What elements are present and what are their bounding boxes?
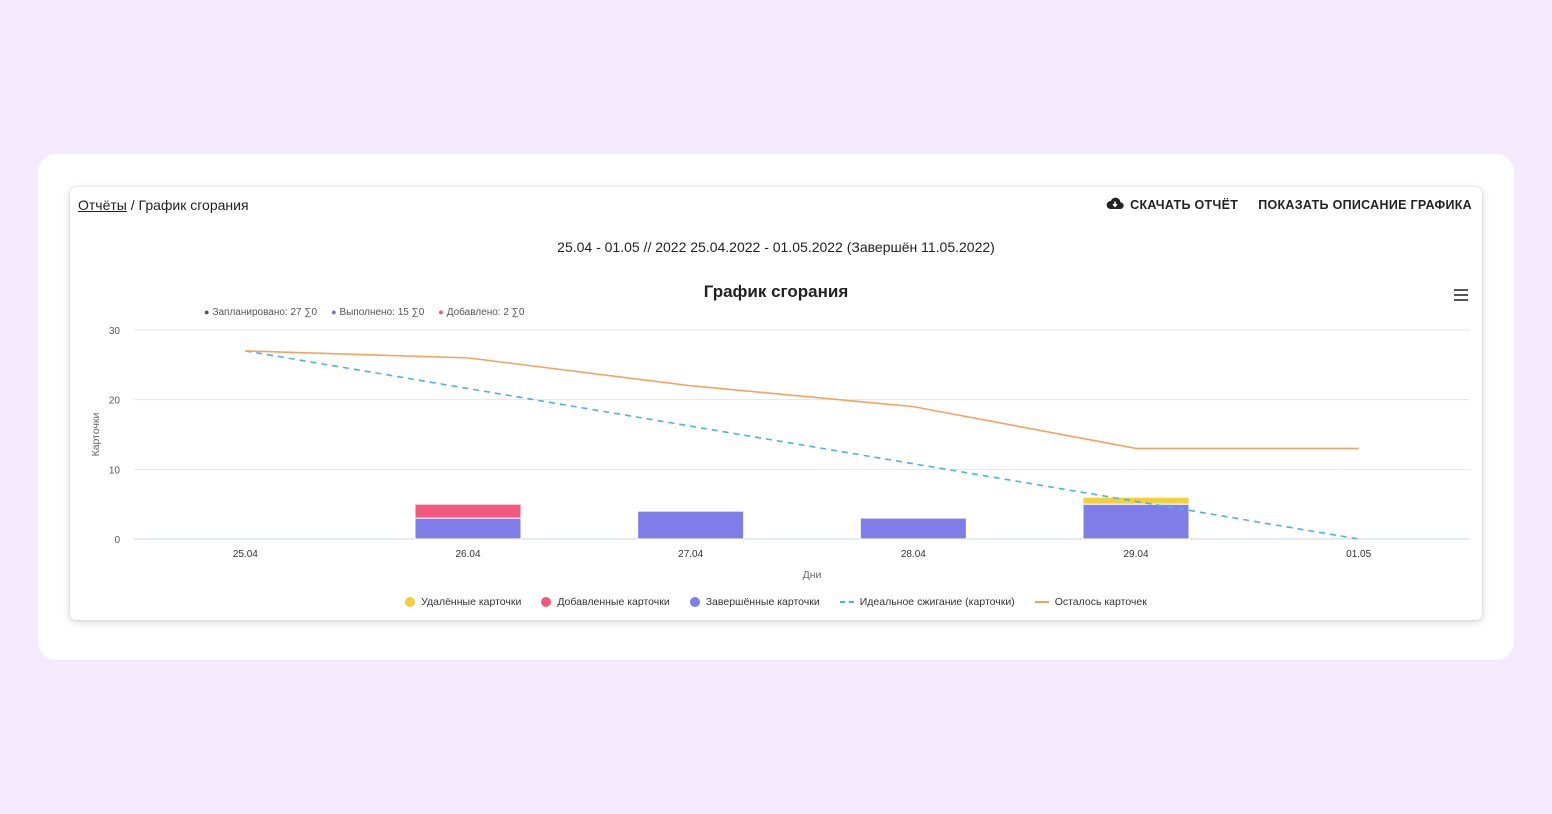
y-tick-label: 0: [114, 535, 120, 546]
x-tick-label: 01.05: [1346, 549, 1371, 560]
x-tick-label: 26.04: [455, 549, 480, 560]
show-chart-description-button[interactable]: ПОКАЗАТЬ ОПИСАНИЕ ГРАФИКА: [1258, 198, 1472, 212]
legend-item-added[interactable]: Добавленные карточки: [541, 596, 670, 608]
bar-added: [414, 503, 522, 519]
x-tick-label: 27.04: [678, 549, 703, 560]
breadcrumb-current: График сгорания: [138, 197, 249, 213]
hamburger-menu-icon[interactable]: [1454, 288, 1468, 301]
summary-added-dot: ●: [438, 307, 444, 317]
chart-legend: Удалённые карточки Добавленные карточки …: [70, 596, 1482, 608]
legend-marker-ideal: [839, 601, 854, 603]
ideal-burn-line: [245, 350, 1359, 540]
summary-planned-text: Запланировано: 27 ∑0: [212, 307, 318, 318]
legend-label-deleted: Удалённые карточки: [421, 596, 522, 608]
summary-done-text: Выполнено: 15 ∑0: [339, 307, 425, 318]
legend-item-completed[interactable]: Завершённые карточки: [689, 596, 820, 608]
legend-item-deleted[interactable]: Удалённые карточки: [405, 596, 521, 608]
legend-item-ideal[interactable]: Идеальное сжигание (карточки): [839, 596, 1015, 608]
summary-planned: ● Запланировано: 27 ∑0: [204, 307, 317, 318]
summary-planned-dot: ●: [204, 307, 210, 317]
y-tick-label: 20: [109, 396, 121, 407]
breadcrumb: Отчёты / График сгорания: [78, 197, 249, 213]
summary-stats: ● Запланировано: 27 ∑0 ● Выполнено: 15 ∑0 …: [204, 307, 524, 318]
summary-done: ● Выполнено: 15 ∑0: [331, 307, 424, 318]
x-tick-label: 28.04: [901, 549, 926, 560]
download-report-button[interactable]: СКАЧАТЬ ОТЧЁТ: [1106, 197, 1238, 213]
x-tick-label: 29.04: [1123, 549, 1148, 560]
y-tick-label: 30: [109, 326, 121, 337]
bar-completed: [1082, 503, 1190, 540]
period-label: 25.04 - 01.05 // 2022 25.04.2022 - 01.05…: [557, 239, 995, 255]
legend-marker-deleted: [405, 597, 416, 607]
summary-added-text: Добавлено: 2 ∑0: [446, 307, 525, 318]
header-actions: СКАЧАТЬ ОТЧЁТ ПОКАЗАТЬ ОПИСАНИЕ ГРАФИКА: [1106, 197, 1472, 213]
y-axis-title: Карточки: [90, 412, 102, 456]
breadcrumb-separator: /: [126, 197, 139, 213]
legend-label-added: Добавленные карточки: [557, 596, 670, 608]
breadcrumb-reports-link[interactable]: Отчёты: [78, 197, 127, 213]
chart-title: График сгорания: [703, 282, 849, 301]
x-tick-label: 25.04: [233, 549, 258, 560]
legend-item-remaining[interactable]: Осталось карточек: [1034, 596, 1147, 608]
x-axis-title: Дни: [803, 569, 822, 581]
summary-done-dot: ●: [331, 307, 337, 317]
bar-completed: [637, 510, 745, 540]
legend-marker-added: [541, 597, 552, 607]
summary-added: ● Добавлено: 2 ∑0: [438, 307, 524, 318]
legend-label-completed: Завершённые карточки: [705, 596, 820, 608]
y-tick-label: 10: [109, 465, 121, 476]
remaining-cards-line: [245, 350, 1359, 450]
legend-marker-remaining: [1034, 601, 1049, 603]
burndown-chart: 0 10 20 30 25.04 26.04 27.04 28.04 29.04 01.05 Дни…: [90, 326, 1470, 581]
download-report-label: СКАЧАТЬ ОТЧЁТ: [1130, 198, 1239, 212]
report-panel: Отчёты / График сгорания СКАЧАТЬ ОТЧЁТ П…: [70, 187, 1482, 620]
legend-label-ideal: Идеальное сжигание (карточки): [859, 596, 1015, 608]
legend-label-remaining: Осталось карточек: [1054, 596, 1147, 608]
bar-completed: [414, 517, 522, 540]
cloud-download-icon: [1106, 197, 1124, 213]
bar-completed: [859, 517, 967, 540]
legend-marker-completed: [689, 597, 700, 607]
